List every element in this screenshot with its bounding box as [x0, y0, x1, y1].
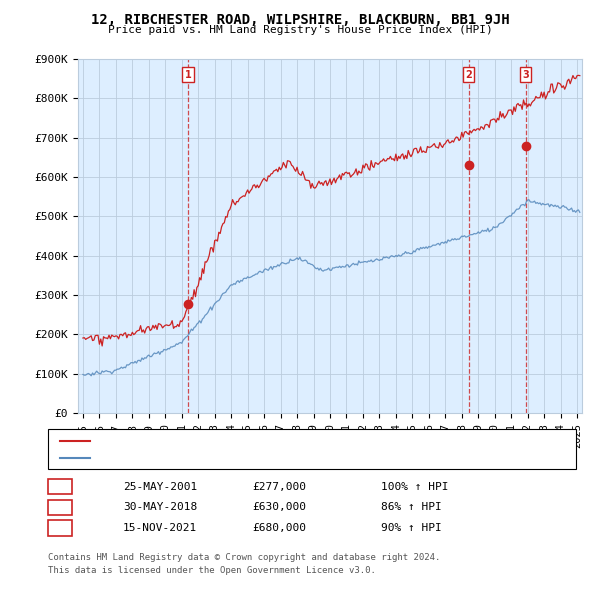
Text: 3: 3 — [522, 70, 529, 80]
Text: 86% ↑ HPI: 86% ↑ HPI — [381, 503, 442, 512]
Text: Contains HM Land Registry data © Crown copyright and database right 2024.: Contains HM Land Registry data © Crown c… — [48, 553, 440, 562]
Text: 1: 1 — [185, 70, 191, 80]
Text: 100% ↑ HPI: 100% ↑ HPI — [381, 482, 449, 491]
Text: HPI: Average price, detached house, Ribble Valley: HPI: Average price, detached house, Ribb… — [99, 453, 387, 463]
Text: 15-NOV-2021: 15-NOV-2021 — [123, 523, 197, 533]
Text: 90% ↑ HPI: 90% ↑ HPI — [381, 523, 442, 533]
Text: 12, RIBCHESTER ROAD, WILPSHIRE, BLACKBURN, BB1 9JH: 12, RIBCHESTER ROAD, WILPSHIRE, BLACKBUR… — [91, 13, 509, 27]
Text: £680,000: £680,000 — [252, 523, 306, 533]
Text: 25-MAY-2001: 25-MAY-2001 — [123, 482, 197, 491]
Text: This data is licensed under the Open Government Licence v3.0.: This data is licensed under the Open Gov… — [48, 566, 376, 575]
Text: 3: 3 — [56, 523, 64, 533]
Text: £277,000: £277,000 — [252, 482, 306, 491]
Text: 2: 2 — [465, 70, 472, 80]
Text: 2: 2 — [56, 503, 64, 512]
Text: £630,000: £630,000 — [252, 503, 306, 512]
Text: 12, RIBCHESTER ROAD, WILPSHIRE, BLACKBURN, BB1 9JH (detached house): 12, RIBCHESTER ROAD, WILPSHIRE, BLACKBUR… — [99, 436, 493, 446]
Text: 30-MAY-2018: 30-MAY-2018 — [123, 503, 197, 512]
Text: 1: 1 — [56, 482, 64, 491]
Text: Price paid vs. HM Land Registry's House Price Index (HPI): Price paid vs. HM Land Registry's House … — [107, 25, 493, 35]
